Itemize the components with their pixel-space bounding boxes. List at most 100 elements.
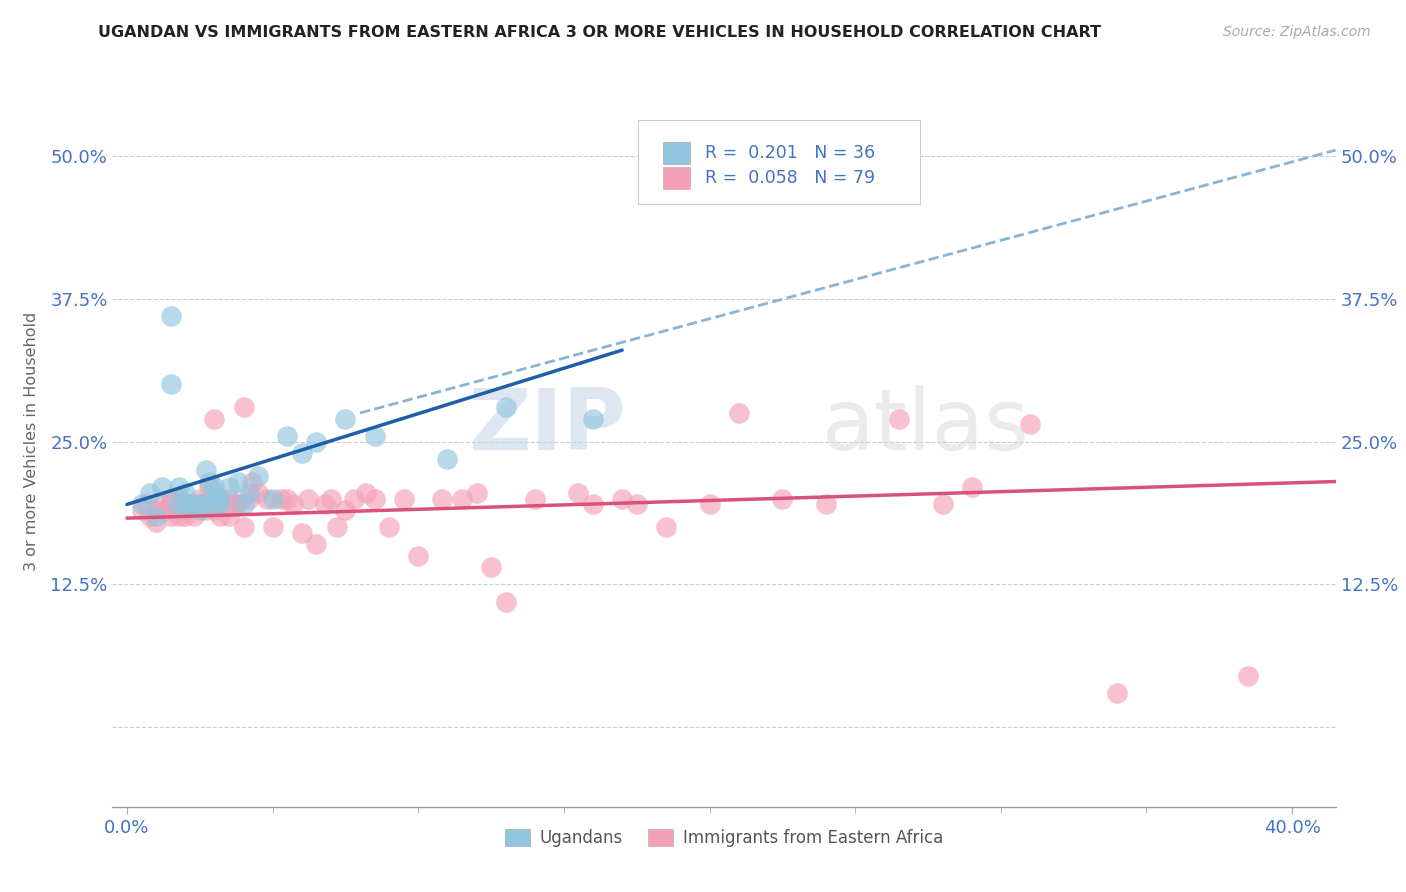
Point: [174, 508, 197, 523]
Point: [408, 549, 430, 563]
Point: [465, 486, 488, 500]
Point: [343, 491, 366, 506]
Point: [238, 486, 260, 500]
Point: [174, 486, 197, 500]
Point: [297, 491, 319, 506]
Point: [218, 497, 240, 511]
Point: [209, 497, 232, 511]
Point: [166, 497, 188, 511]
Point: [276, 429, 298, 443]
Point: [166, 497, 188, 511]
Point: [232, 401, 254, 415]
FancyBboxPatch shape: [638, 120, 920, 204]
Point: [495, 594, 517, 608]
Point: [626, 497, 648, 511]
Point: [240, 475, 263, 489]
Point: [582, 497, 605, 511]
Point: [174, 497, 197, 511]
Point: [256, 491, 278, 506]
Point: [232, 520, 254, 534]
Point: [247, 468, 270, 483]
Point: [180, 497, 202, 511]
Point: [150, 497, 173, 511]
Point: [139, 486, 162, 500]
Point: [582, 411, 605, 425]
Point: [363, 429, 385, 443]
Point: [363, 491, 385, 506]
Point: [314, 497, 336, 511]
Text: R =  0.201   N = 36: R = 0.201 N = 36: [704, 144, 875, 161]
Point: [392, 491, 415, 506]
Text: UGANDAN VS IMMIGRANTS FROM EASTERN AFRICA 3 OR MORE VEHICLES IN HOUSEHOLD CORREL: UGANDAN VS IMMIGRANTS FROM EASTERN AFRIC…: [98, 25, 1101, 40]
Point: [180, 497, 202, 511]
Point: [188, 497, 211, 511]
Point: [354, 486, 377, 500]
Point: [159, 508, 181, 523]
Point: [183, 508, 205, 523]
Point: [887, 411, 910, 425]
Point: [305, 537, 328, 551]
Point: [238, 491, 260, 506]
Legend: Ugandans, Immigrants from Eastern Africa: Ugandans, Immigrants from Eastern Africa: [498, 822, 950, 854]
Point: [180, 497, 202, 511]
Point: [188, 497, 211, 511]
Point: [209, 497, 232, 511]
Point: [1107, 686, 1129, 700]
Point: [169, 480, 191, 494]
Point: [194, 503, 217, 517]
Point: [699, 497, 721, 511]
Point: [1237, 669, 1260, 683]
Point: [145, 515, 167, 529]
Point: [430, 491, 453, 506]
Point: [159, 377, 181, 392]
Point: [174, 503, 197, 517]
Point: [291, 525, 314, 540]
Point: [495, 401, 517, 415]
Point: [226, 497, 249, 511]
Point: [145, 503, 167, 517]
Point: [204, 411, 226, 425]
Point: [931, 497, 953, 511]
Point: [770, 491, 793, 506]
Point: [218, 480, 240, 494]
FancyBboxPatch shape: [664, 142, 690, 163]
Point: [655, 520, 678, 534]
Point: [218, 491, 240, 506]
Point: [567, 486, 589, 500]
Point: [270, 491, 292, 506]
Point: [325, 520, 349, 534]
Point: [169, 491, 191, 506]
FancyBboxPatch shape: [664, 168, 690, 189]
Point: [335, 503, 357, 517]
Point: [150, 480, 173, 494]
Point: [232, 497, 254, 511]
Point: [136, 497, 159, 511]
Point: [1018, 417, 1040, 432]
Point: [281, 497, 304, 511]
Point: [188, 491, 211, 506]
Point: [436, 451, 458, 466]
Point: [204, 497, 226, 511]
Point: [159, 309, 181, 323]
Point: [815, 497, 838, 511]
Point: [378, 520, 401, 534]
Point: [335, 411, 357, 425]
Y-axis label: 3 or more Vehicles in Household: 3 or more Vehicles in Household: [24, 312, 39, 571]
Point: [212, 497, 235, 511]
Point: [159, 497, 181, 511]
Point: [262, 520, 284, 534]
Point: [319, 491, 342, 506]
Text: atlas: atlas: [823, 385, 1031, 468]
Point: [247, 486, 270, 500]
Point: [224, 497, 246, 511]
Text: ZIP: ZIP: [468, 385, 626, 468]
Point: [131, 497, 153, 511]
Point: [960, 480, 983, 494]
Point: [197, 480, 219, 494]
Text: R =  0.058   N = 79: R = 0.058 N = 79: [704, 169, 875, 187]
Point: [194, 463, 217, 477]
Point: [188, 497, 211, 511]
Point: [612, 491, 634, 506]
Point: [180, 497, 202, 511]
Point: [174, 497, 197, 511]
